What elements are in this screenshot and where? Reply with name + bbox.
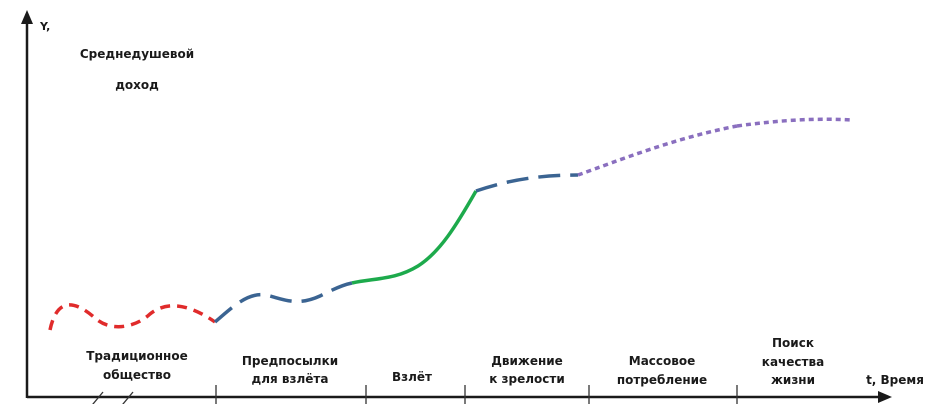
stage-label-mass-consumption-line1: Массовое bbox=[629, 354, 696, 368]
income-curve bbox=[48, 117, 853, 331]
stage-label-preconditions-line1: Предпосылки bbox=[242, 354, 338, 368]
axes bbox=[21, 10, 892, 403]
stage-label-quality-of-life-line2: качества bbox=[762, 355, 824, 369]
curve-drive-to-maturity bbox=[475, 173, 579, 193]
stage-label-take-off: Взлёт bbox=[392, 370, 432, 384]
y-axis-arrow bbox=[21, 10, 33, 24]
curve-take-off bbox=[351, 190, 478, 285]
stage-separators bbox=[92, 385, 738, 404]
stage-label-quality-of-life-line1: Поиск bbox=[772, 336, 814, 350]
y-axis-label-title: Среднедушевой bbox=[80, 47, 194, 61]
break-mark-1 bbox=[92, 391, 104, 404]
stage-label-maturity-line1: Движение bbox=[491, 354, 563, 368]
stage-labels: Традиционное общество Предпосылки для вз… bbox=[86, 336, 824, 387]
stage-label-mass-consumption-line2: потребление bbox=[617, 373, 707, 387]
curve-traditional-society bbox=[48, 303, 217, 331]
y-axis-label-subtitle: доход bbox=[115, 78, 159, 92]
y-axis-label-symbol: Y, bbox=[39, 20, 50, 33]
stage-label-traditional-line1: Традиционное bbox=[86, 349, 187, 363]
stage-label-preconditions-line2: для взлёта bbox=[252, 372, 329, 386]
x-axis-label: t, Время bbox=[866, 373, 924, 387]
curve-mass-consumption bbox=[577, 124, 738, 177]
break-mark-2 bbox=[122, 391, 134, 404]
stage-label-quality-of-life-line3: жизни bbox=[771, 373, 815, 387]
x-axis-arrow bbox=[878, 391, 892, 403]
stage-label-traditional-line2: общество bbox=[103, 368, 171, 382]
curve-preconditions bbox=[213, 281, 353, 324]
curve-quality-of-life bbox=[736, 117, 853, 128]
stage-label-maturity-line2: к зрелости bbox=[489, 372, 565, 386]
